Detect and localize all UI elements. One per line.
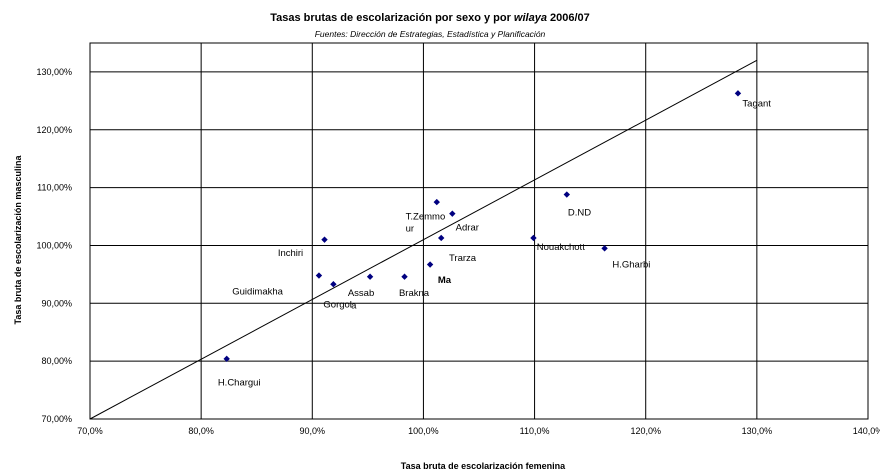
- data-label: a: [351, 301, 357, 312]
- data-point: [563, 191, 571, 198]
- data-label: T.Zemmo: [406, 211, 446, 222]
- data-label: Ma: [438, 275, 452, 286]
- data-label: ur: [406, 224, 414, 235]
- x-tick-label: 70,0%: [77, 426, 103, 436]
- y-tick-label: 130,00%: [36, 67, 72, 77]
- x-tick-label: 120,0%: [630, 426, 661, 436]
- data-point: [315, 272, 323, 279]
- chart-title: Tasas brutas de escolarización por sexo …: [270, 12, 590, 24]
- data-label: H.Gharbi: [612, 259, 650, 270]
- data-label: Nouakchott: [537, 242, 585, 253]
- data-label: Tagant: [742, 99, 771, 110]
- x-tick-label: 100,0%: [408, 426, 439, 436]
- data-point: [426, 261, 434, 268]
- data-point: [530, 234, 537, 242]
- reference-line: [89, 59, 758, 420]
- data-points: [223, 90, 742, 363]
- point-labels: Tagant D.ND T.Zemmo ur Adrar Nouakchott H.Ghar…: [218, 99, 771, 389]
- y-axis-ticks: 70,00% 80,00% 90,00% 100,00% 110,00% 120,00% 1…: [36, 67, 72, 424]
- data-point: [366, 273, 374, 280]
- data-label: Assab: [348, 288, 374, 299]
- y-tick-label: 110,00%: [37, 183, 72, 193]
- x-tick-label: 140,0%: [853, 426, 880, 436]
- x-axis-label: Tasa bruta de escolarización femenina: [401, 461, 566, 471]
- data-point: [401, 273, 408, 280]
- y-axis-label: Tasa bruta de escolarización masculina: [13, 155, 23, 325]
- data-point: [438, 234, 445, 242]
- data-label: Trarza: [449, 253, 477, 264]
- y-tick-label: 100,00%: [36, 240, 72, 250]
- y-tick-label: 120,00%: [36, 125, 72, 135]
- y-tick-label: 90,00%: [41, 298, 72, 308]
- y-tick-label: 80,00%: [41, 356, 72, 366]
- data-label: Gorgol: [323, 299, 352, 310]
- plot-area: [89, 42, 869, 420]
- data-label: Guidimakha: [232, 287, 283, 298]
- x-axis-ticks: 70,0% 80,0% 90,0% 100,0% 110,0% 120,0% 130,0% 1…: [77, 426, 880, 436]
- chart-subtitle: Fuentes: Dirección de Estrategias, Estad…: [315, 29, 546, 39]
- grid: [90, 43, 868, 419]
- data-point: [223, 355, 230, 363]
- data-point: [321, 236, 328, 243]
- data-label: D.ND: [568, 207, 591, 218]
- data-label: Inchiri: [278, 248, 303, 259]
- data-point: [449, 210, 456, 217]
- data-label: Brakna: [399, 288, 430, 299]
- data-point: [734, 90, 742, 97]
- x-tick-label: 90,0%: [300, 426, 326, 436]
- y-tick-label: 70,00%: [41, 414, 72, 424]
- data-point: [330, 281, 337, 288]
- data-point: [601, 245, 608, 252]
- data-label: H.Chargui: [218, 377, 261, 388]
- data-point: [433, 198, 440, 206]
- x-tick-label: 110,0%: [520, 426, 550, 436]
- x-tick-label: 80,0%: [188, 426, 214, 436]
- data-label: Adrar: [456, 222, 479, 233]
- x-tick-label: 130,0%: [742, 426, 773, 436]
